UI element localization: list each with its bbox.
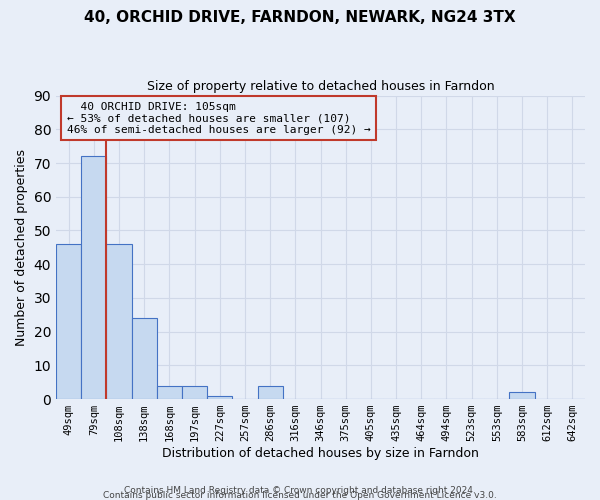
Text: 40 ORCHID DRIVE: 105sqm
← 53% of detached houses are smaller (107)
46% of semi-d: 40 ORCHID DRIVE: 105sqm ← 53% of detache…: [67, 102, 370, 135]
Bar: [157, 386, 182, 399]
Y-axis label: Number of detached properties: Number of detached properties: [15, 149, 28, 346]
Bar: [182, 386, 207, 399]
Bar: [509, 392, 535, 399]
Text: 40, ORCHID DRIVE, FARNDON, NEWARK, NG24 3TX: 40, ORCHID DRIVE, FARNDON, NEWARK, NG24 …: [84, 10, 516, 25]
Bar: [81, 156, 106, 399]
Text: Contains HM Land Registry data © Crown copyright and database right 2024.: Contains HM Land Registry data © Crown c…: [124, 486, 476, 495]
Bar: [56, 244, 81, 399]
Bar: [257, 386, 283, 399]
X-axis label: Distribution of detached houses by size in Farndon: Distribution of detached houses by size …: [162, 447, 479, 460]
Bar: [106, 244, 131, 399]
Title: Size of property relative to detached houses in Farndon: Size of property relative to detached ho…: [147, 80, 494, 93]
Text: Contains public sector information licensed under the Open Government Licence v3: Contains public sector information licen…: [103, 490, 497, 500]
Bar: [131, 318, 157, 399]
Bar: [207, 396, 232, 399]
